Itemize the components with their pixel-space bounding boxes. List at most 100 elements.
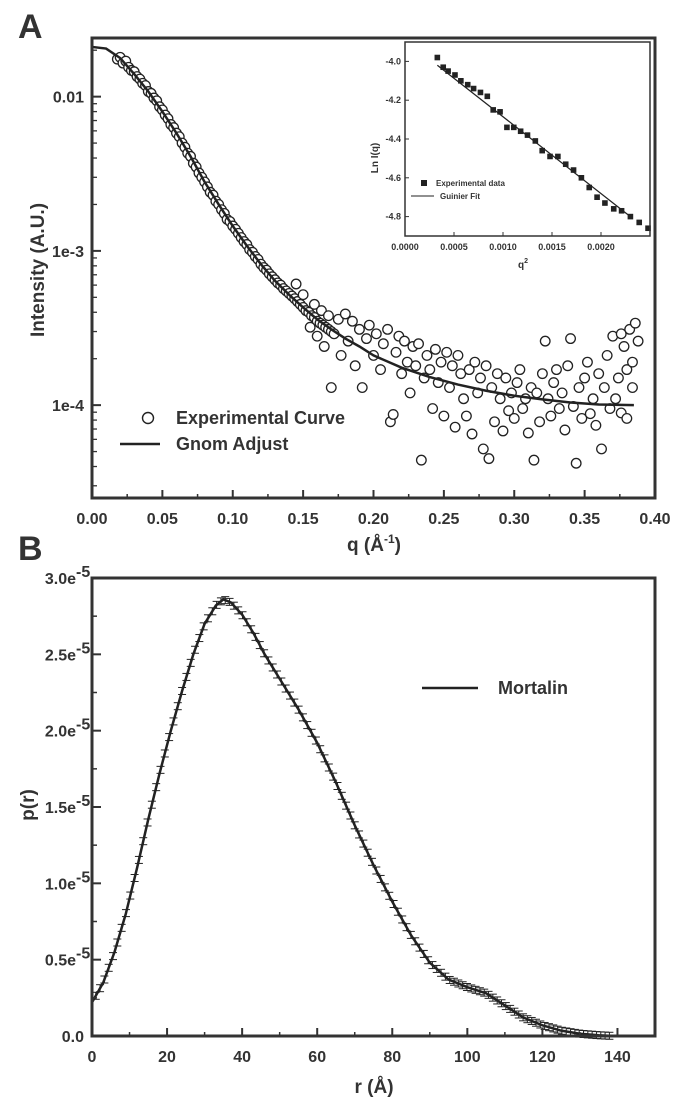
inset-x-ticks: 0.0000 0.0005 0.0010 0.0015 0.0020 [391, 232, 615, 252]
data-point [370, 328, 382, 340]
y-tick-exponent: -5 [76, 869, 90, 886]
y-tick-exponent: -5 [76, 564, 90, 581]
x-tick-label: 0 [88, 1049, 97, 1066]
inset-x-tick-label: 0.0020 [587, 242, 615, 252]
inset-data-point [539, 147, 545, 154]
data-point [536, 368, 548, 380]
data-point [325, 382, 337, 394]
data-point [297, 289, 309, 301]
inset-data-point [452, 72, 458, 78]
mortalin-line [90, 597, 614, 1038]
data-point [497, 425, 509, 437]
data-point [618, 341, 630, 352]
data-point [421, 349, 433, 361]
panel-a-chart: 0.00 0.05 0.10 0.15 0.20 0.25 0.30 0.35 0.40 0.0… [28, 36, 671, 556]
x-tick-label: 0.00 [76, 511, 107, 528]
inset-y-ticks: -4.0 -4.2 -4.4 -4.6 -4.8 [385, 56, 409, 222]
y-tick-label: 1.5e [45, 800, 76, 817]
panel-a-marks [91, 45, 644, 469]
data-point [480, 360, 492, 372]
y-tick-label: 2.0e [45, 724, 76, 741]
y-tick-label: 3.0e [45, 571, 76, 588]
x-tick-label: 140 [604, 1049, 631, 1066]
data-point [311, 330, 323, 342]
data-point [455, 368, 467, 380]
data-point [548, 377, 560, 389]
data-point [612, 372, 624, 384]
legend-gnom-adjust: Gnom Adjust [176, 434, 288, 454]
data-point [323, 310, 334, 322]
inset-background [369, 40, 653, 236]
inset-data-point [504, 124, 510, 131]
data-point [387, 409, 399, 420]
inset-data-point [636, 219, 643, 226]
data-point [621, 364, 633, 376]
y-tick-exponent: -5 [76, 640, 90, 657]
data-point [404, 387, 416, 399]
inset-data-point [555, 153, 561, 160]
x-tick-label: 0.35 [569, 511, 600, 528]
data-point [466, 428, 478, 440]
data-point [503, 405, 515, 417]
data-point [596, 443, 607, 455]
panel-a-letter: A [18, 8, 43, 46]
data-point [491, 368, 503, 380]
data-point [601, 349, 613, 361]
inset-y-tick-label: -4.8 [385, 212, 401, 222]
data-point [335, 349, 347, 361]
data-point [290, 278, 302, 290]
data-point [615, 328, 627, 340]
data-point [627, 382, 638, 394]
inset-data-point [586, 184, 593, 191]
x-tick-label: 120 [529, 1049, 556, 1066]
data-point [559, 424, 571, 436]
inset-data-point [602, 200, 608, 206]
inset-legend: Experimental data Guinier Fit [411, 179, 505, 201]
data-point [435, 356, 447, 368]
data-point [475, 372, 486, 384]
inset-data-point [477, 89, 484, 96]
data-point [413, 338, 424, 350]
data-point [469, 356, 481, 368]
data-point [363, 319, 375, 331]
panel-a-y-ticks: 0.01 1e-3 1e-4 [52, 49, 101, 487]
data-point [610, 393, 622, 405]
inset-data-point [484, 93, 491, 100]
x-tick-label: 100 [454, 1049, 481, 1066]
data-point [446, 360, 458, 372]
inset-data-point [610, 206, 617, 212]
data-point [353, 323, 365, 335]
x-tick-label: 0.40 [639, 511, 670, 528]
data-point [304, 321, 316, 333]
data-point [593, 368, 605, 380]
panel-b-y-ticks: 0.00.5e -51.0e -51.5e -52.0e -52.5e -53.0e -5 [45, 564, 101, 1046]
data-point [410, 360, 422, 372]
data-point [553, 403, 565, 415]
data-point [438, 410, 450, 422]
data-point [463, 364, 475, 376]
inset-data-point [445, 68, 451, 74]
data-point [621, 412, 633, 424]
data-point [424, 364, 436, 376]
data-point [539, 335, 551, 347]
data-point [581, 356, 593, 368]
guinier-fit-line [436, 64, 631, 218]
data-point [346, 315, 358, 327]
data-point [579, 372, 591, 384]
data-point [399, 335, 410, 347]
panel-b-plot-frame [90, 576, 657, 1038]
legend-experimental-curve: Experimental Curve [176, 408, 345, 428]
legend-filled-square-icon [421, 180, 427, 186]
data-point [545, 410, 557, 422]
data-point [382, 323, 394, 335]
y-tick-label: 1e-3 [52, 244, 84, 261]
inset-data-point [490, 107, 496, 113]
data-point [508, 412, 520, 424]
data-point [449, 421, 461, 433]
data-point [598, 382, 610, 394]
inset-data-point [458, 78, 464, 84]
data-point [460, 410, 472, 422]
panel-a-inset-chart: 0.0000 0.0005 0.0010 0.0015 0.0020 -4.0-4.2-… [369, 40, 653, 271]
inset-data-point [470, 85, 477, 92]
y-tick-exponent: -5 [76, 946, 90, 963]
